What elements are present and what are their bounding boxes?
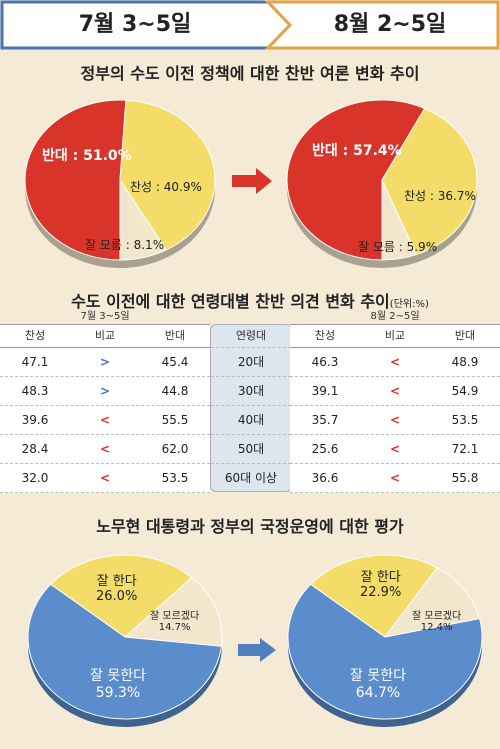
pie-capital-august xyxy=(286,99,478,268)
section1-title: 정부의 수도 이전 정책에 대한 찬반 여론 변화 추이 xyxy=(80,64,420,83)
table-right: 8월 2~5일 찬성 비교 반대 46.3 <48.9 39.1 <54.9 35.7 <… xyxy=(290,310,500,493)
pie-label-aug-unknown: 잘 모름 : 5.9% xyxy=(358,240,438,254)
col-support: 찬성 xyxy=(314,329,336,342)
pie-slice-2 xyxy=(287,583,483,720)
pie-slice-1 xyxy=(381,107,478,256)
aug-support-cell: 46.3 xyxy=(311,355,339,369)
july-compare-cell: > xyxy=(99,355,111,369)
unit-label: (단위:%) xyxy=(389,299,429,310)
table-row: 46.3 <48.9 xyxy=(290,348,500,377)
arrow-right-icon xyxy=(238,638,276,662)
july-oppose-cell: 55.5 xyxy=(161,413,189,427)
pie-label-aug-good: 잘 한다 22.9% xyxy=(360,570,402,600)
july-compare-cell: < xyxy=(99,471,111,485)
july-compare-cell: < xyxy=(99,413,111,427)
july-oppose-cell: 45.4 xyxy=(161,355,189,369)
section3-title: 노무현 대통령과 정부의 국정운영에 대한 평가 xyxy=(96,517,404,536)
july-support-cell: 32.0 xyxy=(21,471,49,485)
july-oppose-cell: 62.0 xyxy=(161,442,189,456)
aug-oppose-cell: 72.1 xyxy=(451,442,479,456)
pie-slice-1 xyxy=(383,567,481,638)
table-left-header: 찬성 비교 반대 xyxy=(0,324,210,348)
col-compare: 비교 xyxy=(384,329,406,342)
pie-slice-1 xyxy=(123,576,223,647)
aug-compare-cell: < xyxy=(389,471,401,485)
pie-slice-2 xyxy=(381,179,418,261)
table-left-period: 7월 3~5일 xyxy=(80,311,130,322)
july-compare-cell: > xyxy=(99,384,111,398)
aug-compare-cell: < xyxy=(389,442,401,456)
age-group-cell: 20대 xyxy=(211,347,291,376)
table-row: 32.0 <53.5 xyxy=(0,464,210,493)
pie-label-july-support: 찬성 : 40.9% xyxy=(130,180,202,194)
pie-label-aug-bad: 잘 못한다 64.7% xyxy=(350,668,406,701)
table-row: 39.6 <55.5 xyxy=(0,406,210,435)
aug-support-cell: 25.6 xyxy=(311,442,339,456)
aug-support-cell: 35.7 xyxy=(311,413,339,427)
table-left: 7월 3~5일 찬성 비교 반대 47.1 >45.4 48.3 >44.8 39.6 <… xyxy=(0,310,210,493)
table-row: 25.6 <72.1 xyxy=(290,435,500,464)
pie-label-july-bad: 잘 못한다 59.3% xyxy=(90,668,146,701)
july-support-cell: 28.4 xyxy=(21,442,49,456)
aug-oppose-cell: 55.8 xyxy=(451,471,479,485)
pie-capital-july xyxy=(24,99,216,268)
age-table: 7월 3~5일 찬성 비교 반대 47.1 >45.4 48.3 >44.8 39.6 <… xyxy=(0,310,500,493)
july-support-cell: 48.3 xyxy=(21,384,49,398)
pie-slice-1 xyxy=(119,99,216,251)
aug-compare-cell: < xyxy=(389,355,401,369)
col-oppose: 반대 xyxy=(454,329,476,342)
july-support-cell: 39.6 xyxy=(21,413,49,427)
aug-oppose-cell: 48.9 xyxy=(451,355,479,369)
col-compare: 비교 xyxy=(94,329,116,342)
table-row: 48.3 >44.8 xyxy=(0,377,210,406)
pie-label-aug-support: 찬성 : 36.7% xyxy=(404,189,476,203)
pie-label-aug-dontknow: 잘 모르겠다 12.4% xyxy=(412,611,462,633)
table-right-header: 찬성 비교 반대 xyxy=(290,324,500,348)
aug-oppose-cell: 54.9 xyxy=(451,384,479,398)
col-support: 찬성 xyxy=(24,329,46,342)
july-compare-cell: < xyxy=(99,442,111,456)
pie-slice-2 xyxy=(27,583,222,720)
table-row: 36.6 <55.8 xyxy=(290,464,500,493)
pie-slice-0 xyxy=(24,99,127,261)
age-group-cell: 30대 xyxy=(211,376,291,405)
july-support-cell: 47.1 xyxy=(21,355,49,369)
header-right-period: 8월 2~5일 xyxy=(333,12,447,37)
july-oppose-cell: 44.8 xyxy=(161,384,189,398)
age-group-cell: 60대 이상 xyxy=(211,463,291,492)
table-row: 47.1 >45.4 xyxy=(0,348,210,377)
table-row: 39.1 <54.9 xyxy=(290,377,500,406)
aug-support-cell: 39.1 xyxy=(311,384,339,398)
pie-label-july-good: 잘 한다 26.0% xyxy=(96,574,138,604)
pie-label-july-unknown: 잘 모름 : 8.1% xyxy=(85,238,165,252)
section2-title: 수도 이전에 대한 연령대별 찬반 의견 변화 추이(단위:%) xyxy=(71,292,429,311)
arrow-right-icon xyxy=(232,168,272,194)
pie-slice-0 xyxy=(286,99,426,261)
pie-slice-0 xyxy=(309,554,438,638)
pie-slice-0 xyxy=(49,554,193,638)
header-left-period: 7월 3~5일 xyxy=(78,12,192,37)
pie-label-july-oppose: 반대 : 51.0% xyxy=(42,148,132,164)
pie-govt-august xyxy=(287,554,483,727)
pie-govt-july xyxy=(27,554,223,727)
table-row: 28.4 <62.0 xyxy=(0,435,210,464)
table-row: 35.7 <53.5 xyxy=(290,406,500,435)
aug-compare-cell: < xyxy=(389,384,401,398)
aug-support-cell: 36.6 xyxy=(311,471,339,485)
age-group-cell: 50대 xyxy=(211,434,291,463)
age-column-header: 연령대 xyxy=(235,329,267,342)
aug-oppose-cell: 53.5 xyxy=(451,413,479,427)
aug-compare-cell: < xyxy=(389,413,401,427)
pie-slice-2 xyxy=(119,178,168,261)
july-oppose-cell: 53.5 xyxy=(161,471,189,485)
pie-label-aug-oppose: 반대 : 57.4% xyxy=(312,143,402,159)
age-column: 연령대 20대 30대 40대 50대 60대 이상 xyxy=(210,324,292,492)
pie-label-july-dontknow: 잘 모르겠다 14.7% xyxy=(150,611,200,633)
period-header xyxy=(0,0,500,50)
col-oppose: 반대 xyxy=(164,329,186,342)
table-right-period: 8월 2~5일 xyxy=(370,311,420,322)
age-group-cell: 40대 xyxy=(211,405,291,434)
